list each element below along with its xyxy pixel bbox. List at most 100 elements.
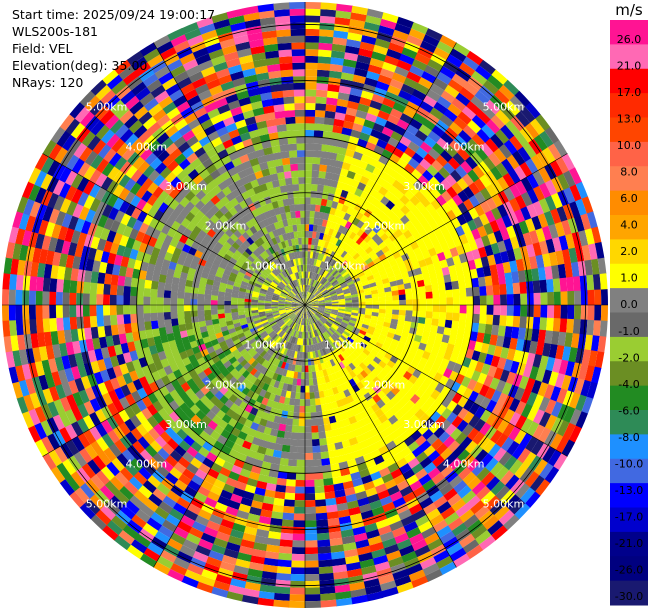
radar-gate: [246, 286, 254, 292]
radar-gate: [397, 319, 405, 327]
radar-gate: [289, 438, 298, 447]
radar-gate: [290, 290, 296, 296]
radar-gate: [234, 363, 244, 372]
radar-gate: [331, 309, 339, 313]
radar-gate: [127, 151, 141, 166]
radar-gate: [345, 338, 353, 346]
radar-gate: [103, 447, 117, 462]
radar-gate: [524, 269, 533, 283]
radar-gate: [573, 305, 582, 320]
radar-gate: [157, 524, 174, 539]
radar-gate: [579, 319, 588, 336]
radar-gate: [314, 290, 320, 296]
radar-gate: [411, 509, 427, 522]
radar-gate: [114, 104, 130, 120]
radar-gate: [287, 404, 295, 413]
radar-gate: [464, 231, 475, 243]
radar-gate: [502, 173, 516, 188]
radar-gate: [183, 163, 196, 175]
radar-gate: [308, 310, 314, 316]
radar-gate: [484, 170, 498, 185]
radar-gate: [513, 165, 527, 181]
radar-gate: [251, 329, 259, 336]
radar-gate: [232, 388, 242, 398]
radar-gate: [390, 318, 399, 325]
radar-gate: [355, 389, 364, 399]
radar-gate: [412, 354, 422, 364]
radar-gate: [397, 284, 405, 291]
radar-gate: [519, 162, 533, 178]
radar-gate: [406, 71, 422, 84]
radar-gate: [304, 479, 315, 487]
radar-gate: [333, 271, 341, 278]
radar-gate: [435, 403, 447, 416]
radar-gate: [276, 319, 284, 325]
radar-gate: [330, 179, 339, 188]
radar-gate: [284, 306, 292, 309]
radar-gate: [448, 79, 464, 93]
radar-gate: [535, 228, 546, 243]
radar-gate: [102, 69, 119, 85]
radar-gate: [584, 228, 595, 246]
radar-gate: [173, 331, 182, 340]
radar-gate: [246, 412, 256, 422]
radar-gate: [288, 312, 295, 318]
radar-gate: [269, 284, 276, 290]
radar-gate: [305, 49, 319, 57]
radar-gate: [372, 122, 385, 133]
radar-gate: [465, 287, 474, 297]
radar-gate: [250, 252, 258, 260]
radar-gate: [304, 412, 311, 420]
radar-gate: [151, 228, 162, 240]
radar-gate: [318, 275, 324, 283]
radar-gate: [177, 298, 184, 305]
radar-gate: [297, 372, 302, 379]
radar-gate: [288, 328, 293, 335]
radar-gate: [513, 349, 523, 363]
radar-gate: [165, 454, 178, 468]
radar-gate: [334, 340, 341, 347]
radar-gate: [171, 164, 184, 177]
radar-gate: [317, 424, 325, 433]
radar-gate: [369, 360, 379, 369]
radar-gate: [163, 304, 171, 313]
radar-gate: [426, 433, 439, 446]
radar-gate: [341, 439, 351, 449]
radar-gate: [134, 142, 149, 157]
radar-gate: [267, 531, 282, 540]
radar-gate: [469, 268, 478, 279]
radar-gate: [346, 458, 357, 468]
radar-gate: [257, 597, 274, 607]
radar-gate: [461, 222, 472, 235]
radar-gate: [320, 403, 328, 412]
radar-gate: [296, 337, 300, 345]
radar-gate: [371, 312, 379, 317]
radar-gate: [217, 237, 227, 246]
radar-gate: [261, 359, 269, 368]
radar-gate: [331, 301, 339, 304]
radar-gate: [331, 43, 347, 53]
radar-gate: [342, 120, 355, 130]
radar-gate: [325, 497, 337, 506]
radar-gate: [522, 451, 537, 468]
radar-gate: [123, 480, 139, 496]
radar-gate: [292, 323, 297, 330]
radar-gate: [277, 559, 292, 568]
radar-gate: [384, 286, 392, 293]
radar-gate: [318, 307, 325, 310]
radar-gate: [157, 149, 171, 163]
radar-gate: [544, 195, 557, 212]
radar-gate: [411, 287, 419, 294]
radar-gate: [163, 183, 176, 195]
radar-gate: [439, 114, 454, 128]
radar-gate: [452, 312, 460, 322]
radar-gate: [156, 304, 164, 313]
radar-gate: [3, 335, 13, 353]
radar-gate: [362, 481, 375, 491]
radar-gate: [9, 273, 18, 290]
radar-gate: [471, 322, 480, 333]
radar-gate: [312, 315, 317, 322]
radar-gate: [271, 299, 279, 303]
radar-gate: [217, 300, 225, 305]
radar-gate: [152, 272, 161, 282]
